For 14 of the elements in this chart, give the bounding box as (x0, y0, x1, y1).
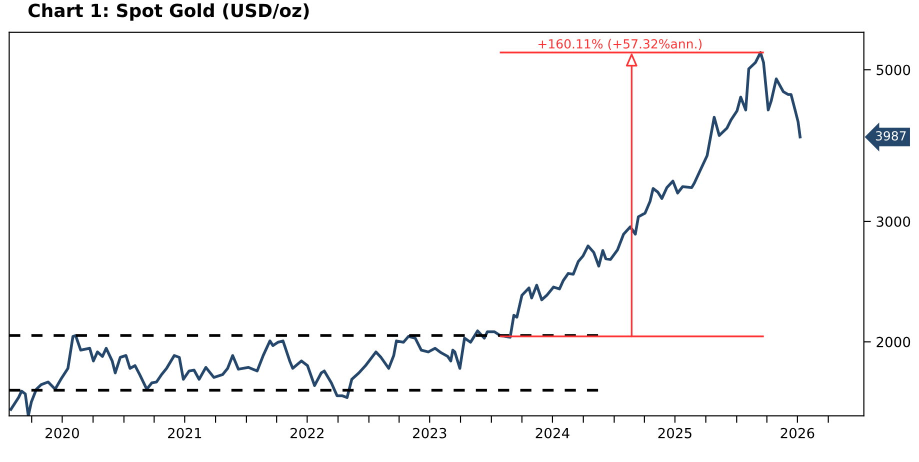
x-tick-label: 2023 (412, 428, 446, 438)
x-tick-label: 2024 (536, 428, 570, 438)
x-tick-label: 2025 (658, 428, 692, 438)
chart-title: Chart 1: Spot Gold (USD/oz) (28, 3, 309, 21)
annotation: +160.11% (+57.32%ann.) (538, 38, 702, 50)
x-tick-label: 2020 (46, 428, 79, 438)
y-tick-label: 5000 (876, 64, 910, 76)
x-tick-label: 2026 (780, 428, 814, 438)
text: 3987 (876, 131, 906, 141)
x-tick-label: 2022 (290, 428, 324, 438)
y-tick-label: 3000 (876, 216, 910, 227)
line-series (9, 51, 802, 416)
x-tick-label: 2021 (168, 428, 202, 438)
y-tick-label: 2000 (876, 336, 910, 348)
